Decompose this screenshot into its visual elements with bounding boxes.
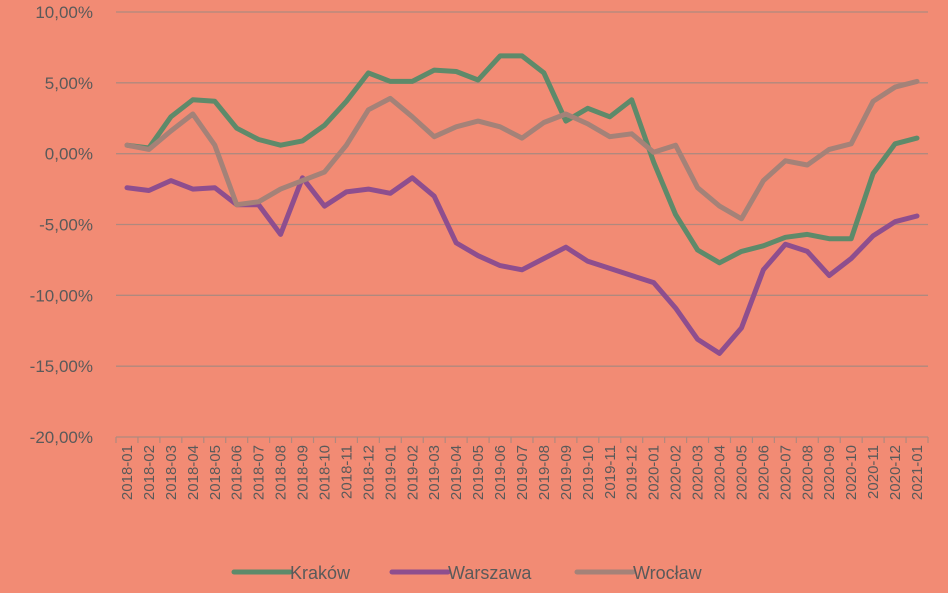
x-tick-label: 2018-02 (141, 445, 158, 500)
x-tick-label: 2019-09 (558, 445, 575, 500)
x-tick-label: 2018-12 (360, 445, 377, 500)
x-tick-label: 2018-05 (207, 445, 224, 500)
x-tick-label: 2019-06 (492, 445, 509, 500)
x-tick-label: 2020-07 (777, 445, 794, 500)
x-tick-label: 2019-11 (602, 445, 619, 499)
x-tick-label: 2020-11 (865, 445, 882, 499)
x-tick-label: 2018-06 (229, 445, 246, 500)
x-tick-label: 2020-12 (887, 445, 904, 500)
x-tick-label: 2019-10 (580, 445, 597, 500)
x-tick-label: 2018-10 (316, 445, 333, 500)
x-tick-label: 2019-07 (514, 445, 531, 500)
x-tick-label: 2019-08 (536, 445, 553, 500)
x-tick-label: 2020-05 (733, 445, 750, 500)
x-tick-label: 2019-12 (624, 445, 641, 500)
x-tick-label: 2020-10 (843, 445, 860, 500)
y-tick-label: 0,00% (45, 145, 93, 164)
x-tick-label: 2020-04 (712, 445, 729, 500)
y-tick-label: -20,00% (30, 428, 93, 447)
x-tick-label: 2018-09 (295, 445, 312, 500)
series-line-0 (124, 53, 920, 266)
x-tick-label: 2018-03 (163, 445, 180, 500)
y-tick-label: 5,00% (45, 74, 93, 93)
x-tick-label: 2019-05 (470, 445, 487, 500)
x-tick-label: 2020-06 (755, 445, 772, 500)
x-tick-label: 2018-01 (119, 445, 136, 500)
y-tick-label: 10,00% (35, 3, 93, 22)
gridlines (115, 11, 929, 443)
x-tick-label: 2019-02 (404, 445, 421, 500)
legend-label: Kraków (290, 563, 351, 583)
y-axis-tick-labels: 10,00% 5,00% 0,00% -5,00% -10,00% -15,00% -20,… (30, 3, 93, 447)
x-axis-tick-labels: 2018-01 2018-02 2018-03 2018-04 2018-05 2018-… (119, 445, 926, 500)
x-tick-label: 2020-01 (646, 445, 663, 500)
legend-label: Wrocław (633, 563, 703, 583)
x-tick-label: 2020-03 (690, 445, 707, 500)
x-tick-label: 2020-02 (668, 445, 685, 500)
x-tick-label: 2019-04 (448, 445, 465, 500)
series-line-1 (124, 175, 920, 356)
x-tick-label: 2020-08 (799, 445, 816, 500)
x-tick-label: 2018-04 (185, 445, 202, 500)
series-line-2 (124, 78, 920, 222)
legend: Kraków Warszawa Wrocław (231, 563, 703, 583)
y-tick-label: -5,00% (39, 216, 93, 235)
x-tick-label: 2019-03 (426, 445, 443, 500)
x-tick-label: 2018-07 (251, 445, 268, 500)
x-tick-label: 2019-01 (382, 445, 399, 500)
y-tick-label: -10,00% (30, 286, 93, 305)
x-tick-label: 2018-11 (338, 445, 355, 499)
x-tick-label: 2020-09 (821, 445, 838, 500)
y-tick-label: -15,00% (30, 357, 93, 376)
legend-label: Warszawa (448, 563, 532, 583)
x-tick-label: 2018-08 (273, 445, 290, 500)
series-lines (124, 53, 920, 356)
x-tick-label: 2021-01 (909, 445, 926, 500)
